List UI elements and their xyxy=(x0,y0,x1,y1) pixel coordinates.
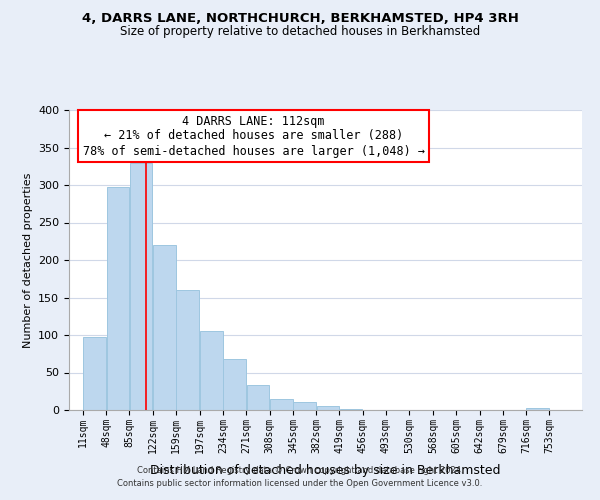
Bar xyxy=(317,406,339,410)
Bar xyxy=(200,330,223,410)
Bar xyxy=(526,408,549,410)
Y-axis label: Number of detached properties: Number of detached properties xyxy=(23,172,32,348)
Bar xyxy=(293,402,316,410)
X-axis label: Distribution of detached houses by size in Berkhamsted: Distribution of detached houses by size … xyxy=(150,464,501,477)
Bar xyxy=(176,290,199,410)
Text: Size of property relative to detached houses in Berkhamsted: Size of property relative to detached ho… xyxy=(120,25,480,38)
Bar xyxy=(247,385,269,410)
Bar xyxy=(223,359,246,410)
Text: Contains HM Land Registry data © Crown copyright and database right 2024.
Contai: Contains HM Land Registry data © Crown c… xyxy=(118,466,482,487)
Bar xyxy=(83,336,106,410)
Bar xyxy=(107,186,129,410)
Bar xyxy=(130,162,152,410)
Text: 4, DARRS LANE, NORTHCHURCH, BERKHAMSTED, HP4 3RH: 4, DARRS LANE, NORTHCHURCH, BERKHAMSTED,… xyxy=(82,12,518,26)
Bar xyxy=(153,245,176,410)
Text: 4 DARRS LANE: 112sqm
← 21% of detached houses are smaller (288)
78% of semi-deta: 4 DARRS LANE: 112sqm ← 21% of detached h… xyxy=(83,114,425,158)
Bar xyxy=(270,399,293,410)
Bar xyxy=(340,408,362,410)
